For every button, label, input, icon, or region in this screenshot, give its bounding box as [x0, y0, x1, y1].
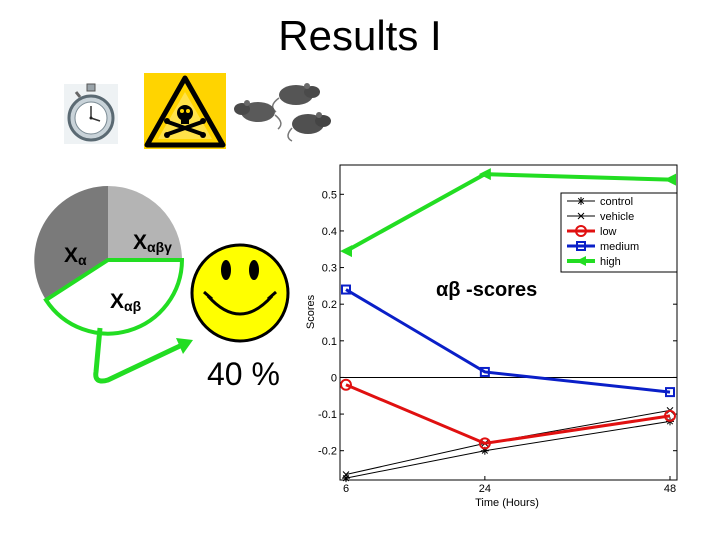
data-point: [340, 245, 352, 258]
series-low: [340, 378, 676, 450]
y-tick-label: 0.5: [322, 189, 337, 201]
data-point: [342, 471, 350, 478]
y-tick-label: 0.2: [322, 299, 337, 311]
data-point: [479, 366, 490, 377]
x-tick-label: 24: [479, 483, 491, 495]
y-tick-label: -0.1: [318, 409, 337, 421]
data-point: [665, 387, 675, 398]
data-point: [577, 197, 585, 205]
data-point: [664, 173, 676, 186]
data-point: [575, 225, 587, 237]
x-tick-label: 48: [664, 483, 676, 495]
legend-label: low: [600, 226, 617, 238]
slide-title: Results I: [278, 12, 442, 59]
x-tick-label: 6: [343, 483, 349, 495]
chart-legend: control vehicle low medium high: [560, 192, 678, 273]
y-axis-label: Scores: [305, 294, 317, 329]
data-point: [478, 168, 491, 181]
chart-annotation: αβ -scores: [436, 279, 537, 301]
y-axis-ticks: -0.2 -0.1 0 0.1 0.2 0.3 0.4 0.5: [318, 189, 677, 458]
y-tick-label: 0: [331, 372, 337, 384]
data-point: [577, 212, 585, 220]
legend-label: control: [600, 196, 633, 208]
legend-entry-control: control: [567, 196, 633, 208]
data-point: [341, 284, 351, 295]
legend-label: medium: [600, 241, 639, 253]
legend-entry-high: high: [567, 256, 621, 268]
legend-label: vehicle: [600, 211, 634, 223]
legend-entry-medium: medium: [567, 241, 639, 253]
y-tick-label: 0.4: [322, 226, 337, 238]
series-layer: [340, 168, 676, 483]
x-axis-label: Time (Hours): [475, 497, 539, 509]
data-point: [480, 446, 489, 455]
y-tick-label: 0.1: [322, 336, 337, 348]
series-line-low: [345, 383, 671, 445]
data-point: [576, 256, 586, 266]
legend-entry-low: low: [567, 225, 617, 238]
legend-entry-vehicle: vehicle: [567, 211, 634, 223]
data-point: [340, 378, 352, 391]
percent-label: 40 %: [207, 356, 280, 392]
series-line-medium: [345, 288, 671, 394]
data-point: [664, 409, 676, 422]
y-tick-label: -0.2: [318, 446, 337, 458]
data-point: [576, 241, 586, 251]
series-high: [340, 168, 676, 258]
y-tick-label: 0.3: [322, 263, 337, 275]
data-point: [342, 474, 350, 483]
series-medium: [341, 284, 675, 398]
data-point: [478, 437, 491, 450]
legend-label: high: [600, 256, 621, 268]
